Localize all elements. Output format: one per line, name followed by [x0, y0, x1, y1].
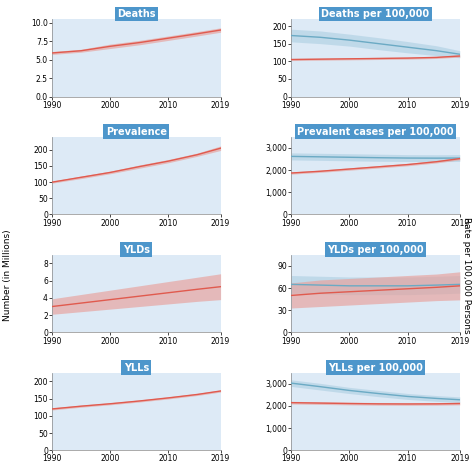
Text: Deaths: Deaths	[117, 9, 155, 19]
Text: Prevalent cases per 100,000: Prevalent cases per 100,000	[297, 127, 454, 137]
Text: YLLs per 100,000: YLLs per 100,000	[328, 363, 423, 373]
Text: YLDs per 100,000: YLDs per 100,000	[327, 245, 424, 255]
Text: Deaths per 100,000: Deaths per 100,000	[321, 9, 429, 19]
Text: YLLs: YLLs	[124, 363, 149, 373]
Text: YLDs: YLDs	[123, 245, 150, 255]
Text: Prevalence: Prevalence	[106, 127, 167, 137]
Text: Rate per 100,000 Persons: Rate per 100,000 Persons	[463, 217, 471, 333]
Text: Number (in Millions): Number (in Millions)	[3, 229, 11, 321]
